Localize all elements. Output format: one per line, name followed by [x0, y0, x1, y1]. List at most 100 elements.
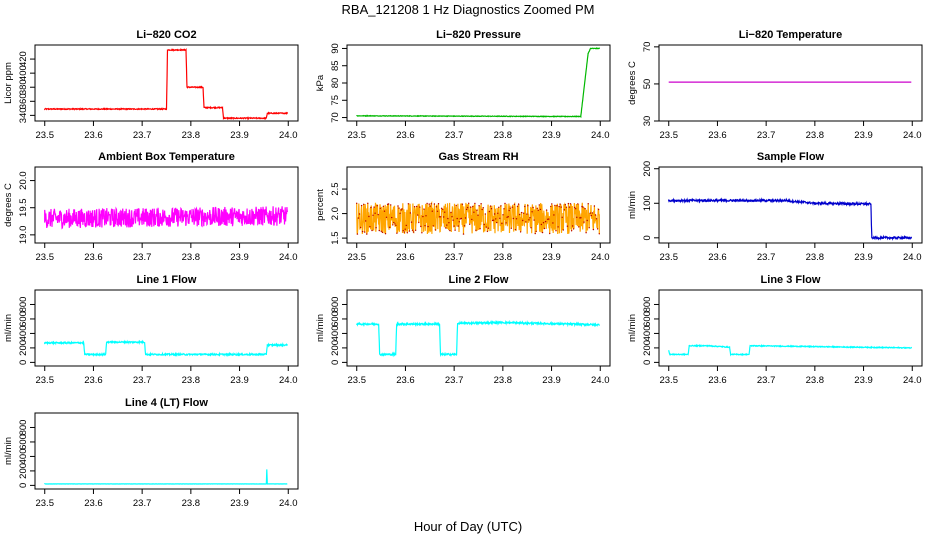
panel-title: Line 4 (LT) Flow	[125, 397, 208, 409]
data-point	[430, 203, 432, 205]
data-point	[373, 206, 375, 208]
data-point	[421, 232, 423, 234]
data-point	[409, 212, 412, 214]
data-point	[588, 227, 590, 229]
data-point	[367, 202, 369, 204]
data-point	[565, 206, 568, 208]
data-point	[591, 212, 594, 214]
x-tick-label: 23.7	[757, 252, 776, 263]
data-point	[422, 215, 424, 218]
x-tick-label: 23.6	[84, 130, 103, 141]
data-point	[417, 214, 419, 216]
data-point	[572, 228, 575, 230]
x-tick-label: 24.0	[279, 498, 298, 509]
data-point	[464, 217, 467, 219]
x-tick-label: 23.8	[494, 130, 513, 141]
data-point	[404, 228, 406, 230]
data-point	[372, 214, 374, 216]
data-point	[433, 203, 436, 205]
data-point	[387, 203, 390, 205]
y-tick-label: 0	[18, 360, 29, 365]
data-point	[584, 208, 586, 210]
y-axis-label: degrees C	[627, 61, 638, 105]
data-point	[586, 219, 588, 222]
x-tick-label: 23.7	[133, 130, 152, 141]
data-point	[431, 210, 433, 212]
y-axis-label: ml/min	[627, 314, 638, 342]
data-point	[545, 209, 548, 211]
x-tick-label: 23.7	[445, 130, 464, 141]
data-point	[534, 232, 536, 235]
y-tick-label: 0	[18, 483, 29, 488]
data-point	[426, 202, 428, 205]
data-point	[416, 205, 418, 208]
data-point	[525, 221, 527, 223]
x-tick-label: 23.5	[35, 252, 54, 263]
y-tick-label: 0	[642, 360, 653, 365]
y-tick-label: 200	[18, 463, 29, 479]
x-tick-label: 23.8	[182, 252, 201, 263]
data-point	[395, 224, 397, 227]
y-tick-label: 50	[642, 79, 653, 90]
y-tick-label: 400	[330, 325, 341, 341]
x-tick-label: 24.0	[591, 375, 610, 386]
data-point	[513, 203, 516, 206]
x-tick-label: 23.5	[659, 252, 678, 263]
x-tick-label: 23.9	[854, 252, 873, 263]
data-point	[419, 206, 421, 208]
data-point	[462, 233, 465, 235]
data-point	[578, 226, 580, 228]
data-point	[492, 219, 495, 221]
data-point	[512, 217, 515, 220]
data-point	[358, 213, 361, 215]
data-point	[559, 203, 561, 205]
data-point	[412, 231, 415, 233]
data-point	[385, 216, 388, 218]
y-tick-label: 800	[330, 297, 341, 313]
data-point	[589, 212, 591, 214]
y-tick-label: 400	[18, 448, 29, 464]
data-point	[389, 226, 391, 228]
data-point	[490, 208, 493, 210]
y-tick-label: 1.5	[330, 231, 341, 244]
data-point	[530, 227, 532, 229]
data-point	[446, 224, 448, 226]
data-point	[380, 230, 382, 232]
y-tick-label: 400	[18, 325, 29, 341]
data-point	[436, 210, 439, 212]
x-tick-label: 23.5	[35, 375, 54, 386]
data-point	[502, 214, 504, 216]
data-point	[456, 217, 458, 220]
chart-panel-6: Sample Flow 23.5 23.6 23.7 23.8 23.9 24.0 0 100 2…	[627, 151, 923, 263]
chart-panel-5: Gas Stream RH 23.5 23.6 23.7 23.8 23.9 24.0 1.5…	[315, 151, 611, 263]
data-point	[460, 217, 463, 220]
data-point	[585, 232, 587, 234]
data-point	[375, 227, 377, 229]
y-tick-label: 80	[330, 78, 341, 89]
data-point	[544, 220, 547, 223]
data-point	[594, 214, 597, 216]
data-point	[551, 203, 553, 205]
plot-frame	[34, 289, 299, 367]
data-point	[472, 205, 474, 208]
data-point	[368, 215, 370, 218]
y-tick-label: 400	[18, 65, 29, 81]
data-point	[439, 216, 442, 218]
data-point	[552, 222, 554, 224]
data-point	[484, 213, 486, 215]
data-point	[361, 230, 364, 233]
data-point	[529, 217, 531, 219]
data-point	[438, 216, 441, 218]
data-point	[457, 225, 459, 227]
x-tick-label: 23.9	[230, 498, 249, 509]
x-tick-label: 23.8	[182, 130, 201, 141]
data-point	[528, 219, 530, 221]
data-point	[561, 216, 563, 218]
data-point	[548, 218, 550, 220]
data-point	[571, 225, 574, 227]
panel-title: Li−820 CO2	[136, 29, 196, 41]
data-point	[592, 228, 595, 231]
data-point	[476, 209, 478, 211]
data-point	[478, 205, 480, 207]
x-tick-label: 24.0	[279, 130, 298, 141]
